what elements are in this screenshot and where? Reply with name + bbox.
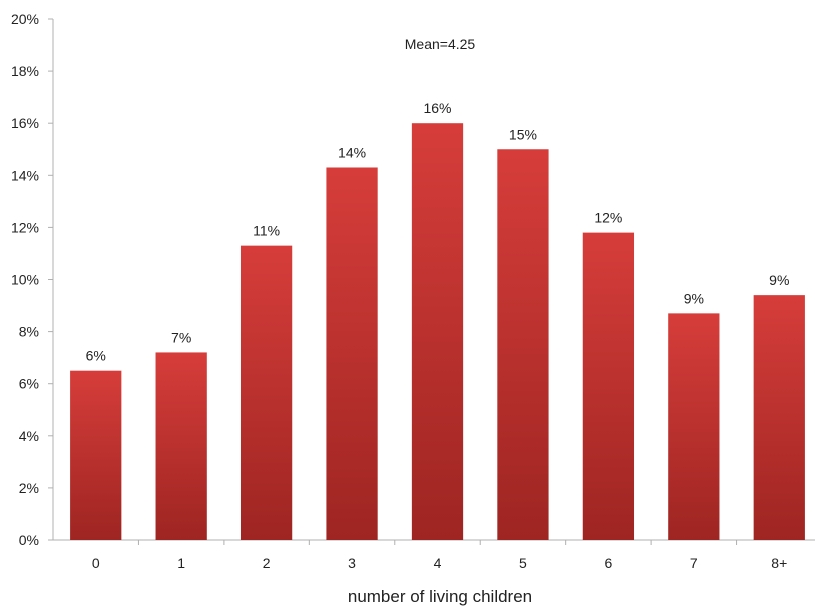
data-label: 9%	[684, 290, 704, 306]
x-tick-label: 3	[348, 555, 356, 571]
bar-3	[326, 167, 378, 541]
bar-6	[582, 232, 635, 541]
y-tick-label: 20%	[11, 11, 39, 27]
y-tick-label: 4%	[19, 428, 39, 444]
data-label: 12%	[594, 210, 622, 226]
data-label: 6%	[86, 348, 106, 364]
y-tick-label: 2%	[19, 480, 39, 496]
x-tick-label: 7	[690, 555, 698, 571]
y-tick-label: 6%	[19, 376, 39, 392]
bar-0	[70, 370, 122, 540]
x-tick-label: 0	[92, 555, 100, 571]
x-tick-label: 4	[434, 555, 442, 571]
x-tick-label: 1	[177, 555, 185, 571]
bar-1	[155, 352, 207, 540]
y-tick-label: 8%	[19, 324, 39, 340]
data-label: 15%	[509, 126, 537, 142]
bar-2	[240, 245, 293, 540]
data-label: 16%	[423, 100, 451, 116]
x-tick-label: 5	[519, 555, 527, 571]
x-tick-label: 6	[604, 555, 612, 571]
bar-5	[497, 149, 549, 540]
data-label: 7%	[171, 329, 191, 345]
x-tick-label: 8+	[771, 555, 787, 571]
mean-annotation: Mean=4.25	[405, 36, 476, 52]
y-tick-label: 14%	[11, 167, 39, 183]
data-label: 9%	[769, 272, 789, 288]
y-tick-label: 16%	[11, 115, 39, 131]
bar-7	[668, 313, 720, 540]
x-axis-title: number of living children	[348, 587, 532, 606]
data-label: 14%	[338, 144, 366, 160]
y-tick-label: 0%	[19, 532, 39, 548]
y-tick-label: 18%	[11, 63, 39, 79]
x-tick-label: 2	[263, 555, 271, 571]
data-label: 11%	[253, 223, 280, 239]
bar-8plus	[753, 295, 805, 540]
y-tick-label: 12%	[11, 219, 39, 235]
bar-4	[411, 123, 464, 540]
y-tick-label: 10%	[11, 272, 39, 288]
